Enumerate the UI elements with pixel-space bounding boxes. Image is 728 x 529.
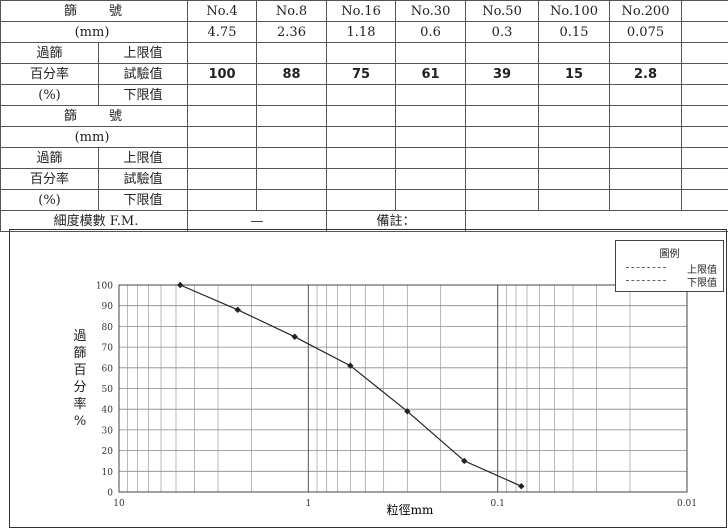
y-tick-label: 60 [102, 364, 114, 374]
sieve-size-row-2: (mm) [0, 126, 728, 148]
sieve-no-50: No.50 [465, 0, 540, 22]
y-label-char: 過 [73, 329, 87, 344]
y-tick-label: 0 [107, 489, 113, 499]
sieve-number-row: 篩 號 No.4 No.8 No.16 No.30 No.50 No.100 N… [0, 0, 728, 22]
legend-title: 圖例 [659, 249, 680, 260]
x-tick-label: 10 [113, 499, 125, 509]
y-label-char: % [73, 414, 87, 429]
legend-label-lower: 下限值 [687, 278, 717, 289]
upper-label: 上限值 [97, 147, 189, 169]
y-label-char: 率 [73, 397, 87, 412]
sieve-table: 篩 號 No.4 No.8 No.16 No.30 No.50 No.100 N… [0, 0, 728, 232]
sieve-number-row-2: 篩 號 [0, 105, 728, 127]
plot-border [118, 284, 688, 493]
legend-swatch-upper [626, 267, 666, 268]
y-label-char: 分 [73, 380, 87, 395]
pass-label-2: 百分率 [0, 168, 99, 190]
y-tick-label: 70 [102, 344, 114, 354]
test-value: 100 [187, 63, 258, 85]
remark-label: 備註： [326, 210, 467, 232]
x-tick-label: 1 [305, 499, 311, 509]
legend-label-upper: 上限值 [687, 265, 717, 276]
y-gridlines [119, 284, 687, 493]
test-value: 88 [256, 63, 328, 85]
y-tick-label: 20 [102, 447, 114, 457]
legend-item-upper: 上限值 [626, 261, 717, 276]
y-tick-label: 100 [96, 282, 113, 292]
sieve-no-30: No.30 [395, 0, 467, 22]
y-axis-label: 過 篩 百 分 率 % [70, 328, 90, 430]
fineness-row: 細度模數 F.M. — 備註： [0, 210, 728, 232]
y-tick-labels: 0 10 20 30 40 50 60 70 80 90 100 [96, 282, 113, 499]
chart-legend: 圖例 上限值 下限值 [615, 240, 724, 292]
y-tick-label: 50 [102, 385, 114, 395]
data-point-marker [234, 306, 241, 314]
size-cell: 1.18 [326, 21, 397, 43]
x-axis-label: 粒徑mm [387, 502, 434, 517]
data-point-marker [177, 281, 184, 289]
data-point-marker [518, 483, 525, 490]
pass-label-1: 過篩 [0, 42, 99, 64]
fm-label: 細度模數 F.M. [0, 210, 189, 232]
chart-frame [9, 229, 727, 528]
legend-swatch-lower [626, 280, 666, 281]
y-tick-label: 80 [102, 323, 114, 333]
y-tick-label: 90 [102, 302, 114, 312]
y-tick-label: 10 [102, 468, 114, 478]
y-tick-label: 40 [102, 406, 114, 416]
size-cell: 0.15 [538, 21, 611, 43]
y-label-char: 篩 [73, 346, 87, 361]
data-point-marker [291, 333, 298, 340]
series-line [179, 284, 522, 487]
y-label-char: 百 [73, 363, 87, 378]
sieve-label-2: 篩 號 [0, 105, 189, 127]
data-points [177, 281, 525, 490]
data-point-marker [347, 362, 354, 369]
test-value: 75 [326, 63, 397, 85]
lower-limit-row: (%) 下限值 [0, 84, 728, 106]
x-tick-label: 0.1 [491, 499, 505, 509]
x-gridlines [127, 285, 688, 492]
test-value: 39 [465, 63, 540, 85]
test-label: 試驗值 [97, 168, 189, 190]
pass-label-2: 百分率 [0, 63, 99, 85]
data-point-marker [461, 457, 468, 465]
data-point-marker [404, 408, 411, 415]
x-tick-labels: 10 1 0.1 0.01 [113, 499, 697, 509]
x-tick-label: 0.01 [677, 499, 697, 509]
upper-limit-row: 過篩 上限值 [0, 42, 728, 64]
legend-item-lower: 下限值 [626, 274, 717, 289]
y-tick-label: 30 [102, 426, 114, 436]
